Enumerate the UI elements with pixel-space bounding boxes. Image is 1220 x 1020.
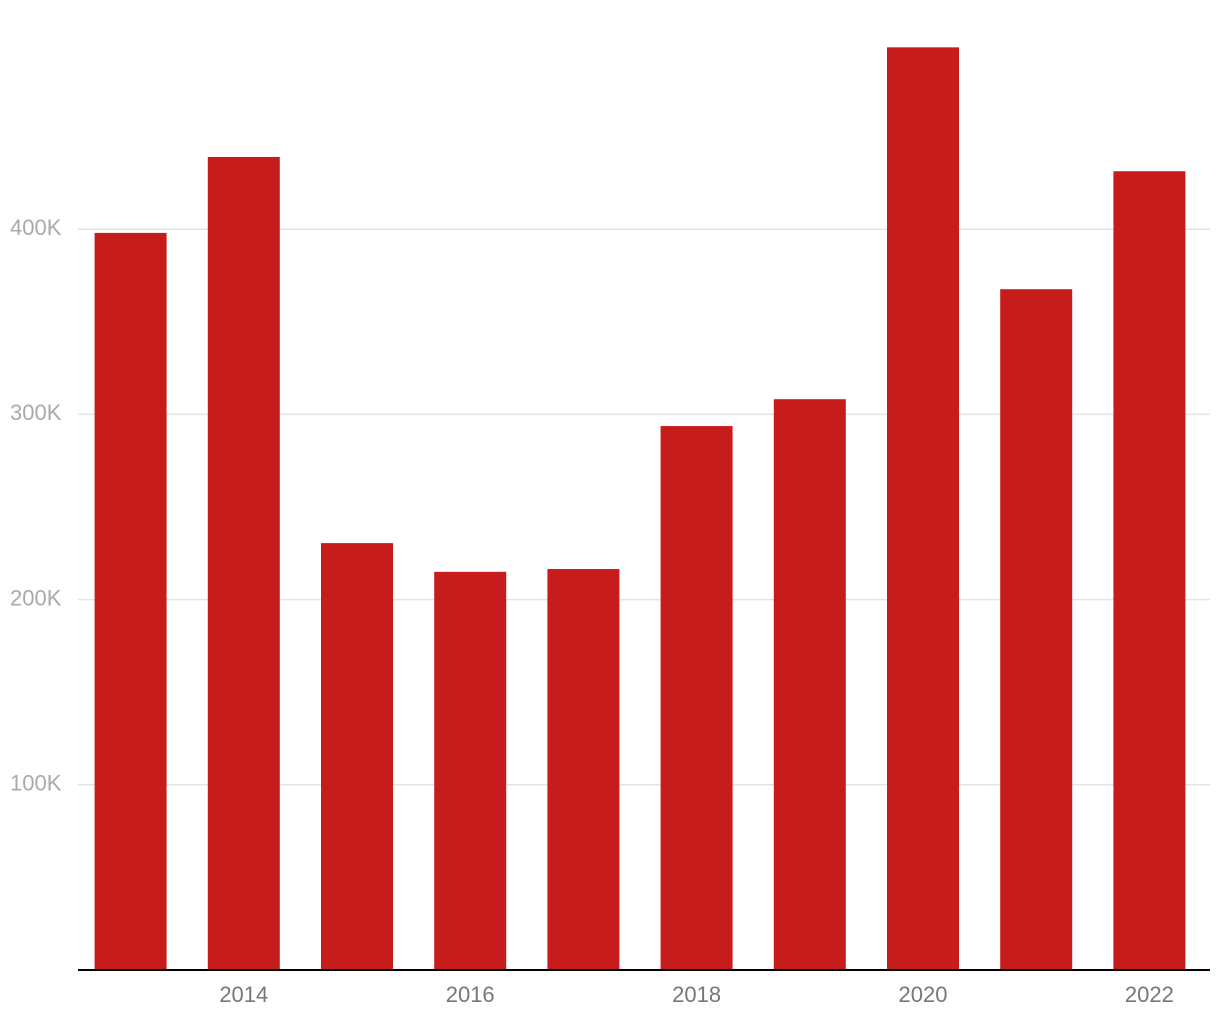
- bar: [207, 156, 280, 971]
- bar: [94, 232, 167, 971]
- x-tick-label: 2016: [446, 982, 495, 1007]
- bar: [321, 543, 393, 970]
- bar: [434, 571, 507, 970]
- bar: [887, 47, 959, 970]
- x-tick-label: 2020: [899, 982, 948, 1007]
- y-tick-label: 200K: [10, 585, 62, 610]
- x-tick-label: 2014: [219, 982, 268, 1007]
- x-tick-label: 2018: [672, 982, 721, 1007]
- x-tick-label: 2022: [1125, 982, 1174, 1007]
- bar: [660, 426, 733, 970]
- bar: [547, 569, 620, 970]
- bar: [1113, 171, 1186, 970]
- bar: [773, 399, 846, 970]
- y-tick-label: 400K: [10, 215, 62, 240]
- y-tick-label: 300K: [10, 400, 62, 425]
- y-tick-label: 100K: [10, 771, 62, 796]
- bar: [1000, 289, 1073, 970]
